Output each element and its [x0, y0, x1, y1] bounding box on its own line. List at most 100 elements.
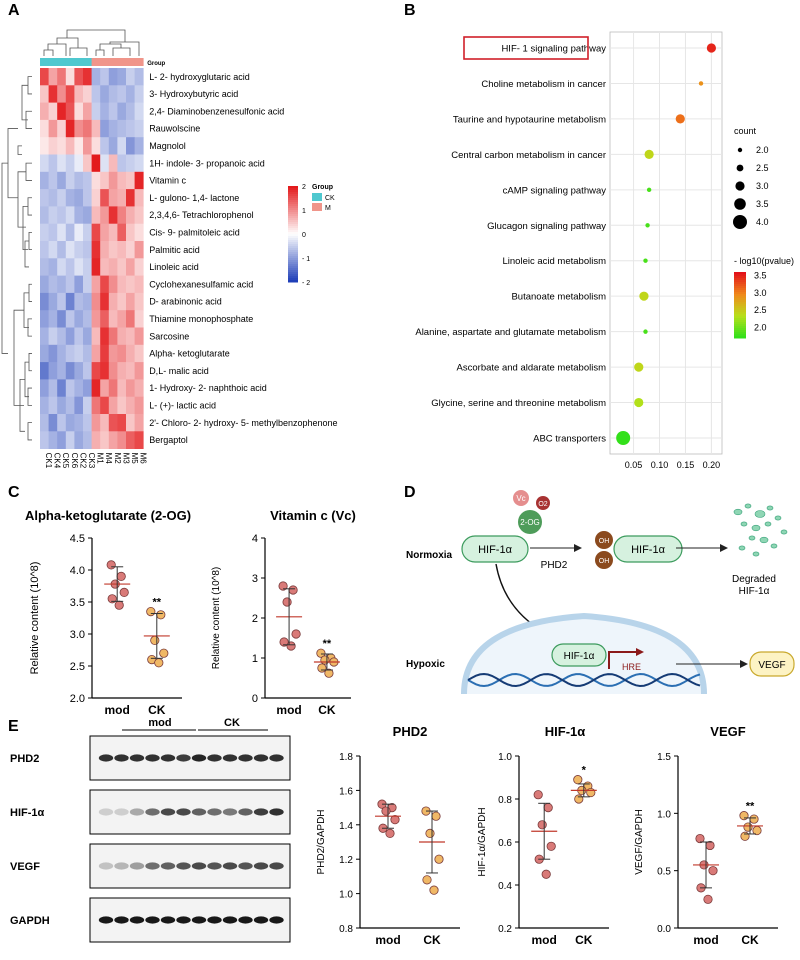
plot-title: Alpha-ketoglutarate (2-OG) — [25, 508, 191, 523]
group-legend-swatch — [312, 193, 322, 201]
color-legend-step — [734, 282, 746, 285]
color-legend-tick: 2.5 — [754, 305, 767, 315]
y-tick-label: 1.8 — [339, 752, 353, 763]
heatmap-cell — [65, 431, 75, 449]
y-tick-label: 1.0 — [498, 752, 512, 763]
dna-strand-2 — [467, 672, 701, 688]
scale-gradient-step — [288, 246, 298, 249]
heatmap-cell — [108, 362, 118, 380]
heatmap-cell — [108, 431, 118, 449]
color-legend-step — [734, 276, 746, 279]
heatmap-cell — [126, 379, 135, 398]
heatmap-cell — [100, 396, 110, 415]
color-legend-step — [734, 322, 746, 325]
plot-title: HIF-1α — [545, 724, 586, 739]
scale-gradient-step — [288, 228, 298, 231]
size-legend-title: count — [734, 126, 757, 136]
heatmap-cell — [57, 241, 67, 259]
vc-circle — [513, 490, 529, 506]
heatmap-cell — [117, 362, 127, 380]
column-dendrogram-branch — [43, 49, 54, 56]
column-label: M5 — [130, 453, 139, 465]
heatmap-cell — [126, 292, 135, 311]
heatmap-cell — [117, 102, 127, 121]
color-legend-step — [734, 308, 746, 311]
protein-fragment — [751, 524, 761, 532]
color-legend-step — [734, 324, 746, 327]
heatmap-cell — [126, 119, 135, 138]
heatmap-cell — [134, 362, 144, 380]
heatmap-cell — [91, 171, 101, 190]
data-point — [740, 831, 750, 841]
heatmap-cell — [126, 85, 135, 103]
y-tick-label: 2.5 — [70, 661, 85, 673]
size-legend-dot — [735, 181, 745, 191]
y-tick-label: 1.0 — [339, 890, 353, 901]
significance-marker: * — [582, 765, 587, 777]
data-point — [291, 629, 301, 639]
heatmap-cell — [108, 154, 118, 173]
heatmap-cell — [65, 379, 75, 398]
heatmap-cell — [83, 431, 92, 449]
degraded-fragments — [733, 503, 788, 557]
heatmap-cell — [83, 189, 92, 207]
blot-band — [160, 808, 176, 816]
heatmap-cell — [100, 275, 110, 294]
heatmap-cell — [108, 189, 118, 207]
data-point — [541, 869, 551, 879]
color-legend-step — [734, 288, 746, 291]
blot-band — [160, 754, 176, 762]
data-point — [106, 560, 116, 570]
heatmap-cell — [65, 258, 75, 276]
protein-fragment — [759, 536, 769, 544]
y-tick-label: 4.0 — [70, 565, 85, 577]
scale-gradient-step — [288, 200, 298, 203]
metabolite-label: D- arabinonic acid — [149, 297, 222, 307]
heatmap-cell — [40, 414, 49, 432]
scale-tick: 0 — [302, 232, 306, 239]
heatmap-cell — [91, 362, 101, 380]
blot-band — [114, 862, 129, 870]
heatmap-cell — [91, 379, 101, 398]
blot-band — [129, 808, 145, 816]
scale-gradient-step — [288, 272, 298, 275]
heatmap-cell — [117, 137, 127, 155]
pathway-label: Alanine, aspartate and glutamate metabol… — [415, 327, 606, 338]
heatmap-cell — [83, 119, 92, 138]
heatmap-cell — [57, 102, 67, 121]
scale-gradient-step — [288, 224, 298, 227]
group-legend-swatch — [312, 203, 322, 211]
phd2-arrowhead — [574, 544, 582, 552]
data-point — [390, 815, 400, 825]
heatmap-cell — [48, 396, 58, 415]
blot-band — [114, 808, 129, 816]
y-tick-label: 1.0 — [657, 809, 671, 820]
blot-band — [145, 754, 160, 762]
color-legend-step — [734, 312, 746, 315]
x-tick-label: 0.15 — [677, 460, 695, 470]
heatmap-cell — [100, 327, 110, 346]
heatmap-cell — [65, 206, 75, 225]
scale-gradient-step — [288, 188, 298, 191]
scale-gradient-step — [288, 250, 298, 253]
heatmap-cell — [134, 414, 144, 432]
heatmap-cell — [134, 102, 144, 121]
vegf-plot: VEGF 0.0 0.5 1.0 1.5 VEGF/GAPDH mod CK ** — [634, 724, 778, 947]
heatmap-cell — [57, 85, 67, 103]
y-tick-label: 1 — [252, 653, 258, 665]
blot-band — [98, 916, 114, 924]
group-header: Group — [147, 61, 165, 67]
heatmap-cell — [74, 414, 84, 432]
data-point — [429, 885, 439, 895]
heatmap-cell — [117, 171, 127, 190]
heatmap-cell — [48, 189, 58, 207]
y-axis-label: Relative content (10^8) — [29, 562, 41, 675]
y-tick-label: 0.8 — [498, 795, 512, 806]
x-category-label: mod — [375, 933, 400, 947]
data-point — [320, 655, 330, 665]
scale-gradient-step — [288, 196, 298, 199]
group-bar-cell — [117, 58, 127, 66]
heatmap-cell — [40, 362, 49, 380]
heatmap-cell — [117, 431, 127, 449]
size-legend-label: 2.0 — [756, 145, 769, 155]
